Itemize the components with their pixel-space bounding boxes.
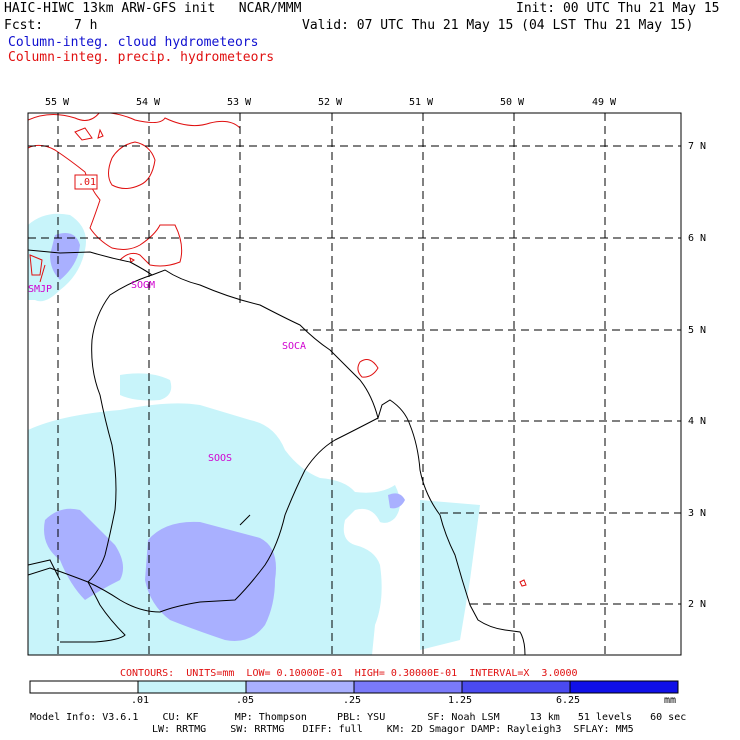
station-soca: SOCA: [282, 341, 307, 352]
init-time: Init: 00 UTC Thu 21 May 15: [516, 1, 720, 16]
lon-label-54w: 54 W: [136, 97, 161, 108]
legend-cloud-hydrometeors: Column-integ. cloud hydrometeors: [8, 35, 259, 50]
contour-label-box: [74, 174, 98, 190]
station-soos: SOOS: [208, 453, 233, 464]
lon-label-53w: 53 W: [227, 97, 252, 108]
precip-contours: [28, 113, 527, 587]
lat-label-2n: 2 N: [688, 599, 707, 610]
colorbar-label-4: 6.25: [556, 695, 581, 706]
lat-label-4n: 4 N: [688, 416, 707, 427]
colorbar-label-3: 1.25: [448, 695, 473, 706]
model-info-line-2: LW: RRTMG SW: RRTMG DIFF: full KM: 2D Sm…: [152, 724, 634, 735]
contours-info: CONTOURS: UNITS=mm LOW= 0.10000E-01 HIGH…: [120, 668, 578, 679]
map-border: [27, 112, 682, 656]
valid-time: Valid: 07 UTC Thu 21 May 15 (04 LST Thu …: [302, 18, 694, 33]
station-sogm: SOGM: [131, 280, 156, 291]
lon-label-49w: 49 W: [592, 97, 617, 108]
colorbar-label-0: .01: [131, 695, 150, 706]
colorbar-unit: mm: [664, 695, 677, 706]
legend-precip-hydrometeors: Column-integ. precip. hydrometeors: [8, 50, 275, 65]
colorbar-label-2: .25: [343, 695, 362, 706]
lat-label-5n: 5 N: [688, 325, 707, 336]
lat-label-3n: 3 N: [688, 508, 707, 519]
contour-label: .01: [78, 177, 97, 188]
forecast-label: Fcst:: [4, 18, 44, 33]
lat-label-7n: 7 N: [688, 141, 707, 152]
forecast-hour: 7 h: [74, 18, 98, 33]
lon-label-52w: 52 W: [318, 97, 343, 108]
lon-label-50w: 50 W: [500, 97, 525, 108]
lon-label-55w: 55 W: [45, 97, 70, 108]
lon-ticks: [57, 113, 606, 118]
station-smjp: SMJP: [28, 284, 53, 295]
map-title: HAIC-HIWC 13km ARW-GFS init NCAR/MMM: [4, 1, 302, 16]
colorbar-label-1: .05: [236, 695, 255, 706]
lat-lon-grid: [28, 113, 681, 655]
lon-label-51w: 51 W: [409, 97, 434, 108]
coastline: [28, 249, 526, 655]
model-info-line-1: Model Info: V3.6.1 CU: KF MP: Thompson P…: [30, 712, 687, 723]
lat-label-6n: 6 N: [688, 233, 707, 244]
